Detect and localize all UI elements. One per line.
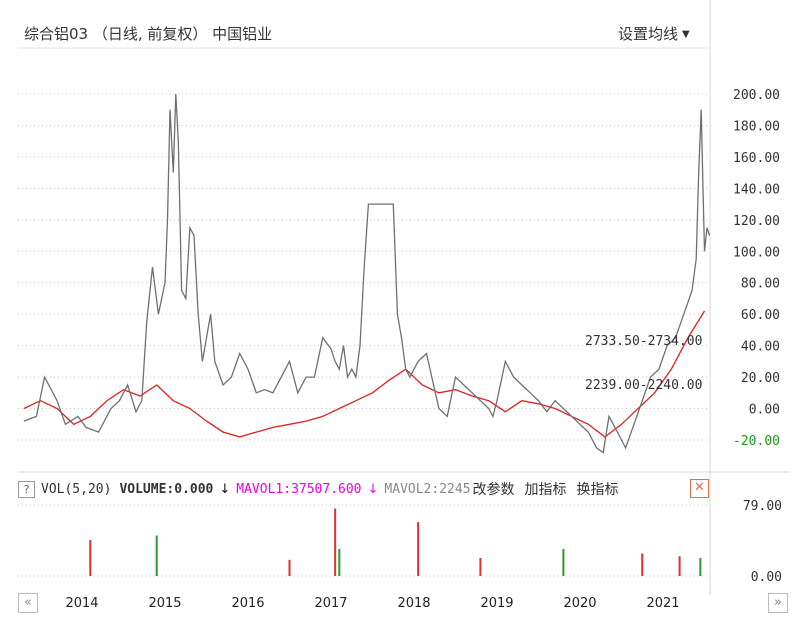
edit-params-button[interactable]: 改参数 xyxy=(472,482,515,498)
y-tick-label: 140.00 xyxy=(733,182,780,197)
y-tick-label: 60.00 xyxy=(741,308,780,323)
y-tick-label: 80.00 xyxy=(741,277,780,292)
mavol1-value: MAVOL1:37507.600 xyxy=(236,481,362,497)
mavol2-value: MAVOL2:2245 xyxy=(384,481,471,497)
x-tick-label: 2017 xyxy=(314,596,347,611)
volume-bar xyxy=(89,540,92,576)
volume-bar xyxy=(155,535,158,576)
arrow-down-icon: ↓ xyxy=(367,481,379,497)
arrow-down-icon: ↓ xyxy=(219,481,231,497)
close-icon[interactable]: ✕ xyxy=(690,479,709,498)
ma-line xyxy=(23,310,706,438)
y-tick-label: 200.00 xyxy=(733,88,780,103)
volume-tick-label: 0.00 xyxy=(751,570,782,585)
ma-setting-button[interactable]: 设置均线 ▼ xyxy=(618,23,690,44)
volume-bars xyxy=(89,508,702,576)
ma-series xyxy=(23,310,706,438)
help-icon[interactable]: ? xyxy=(18,480,35,498)
add-indicator-button[interactable]: 加指标 xyxy=(524,482,567,498)
volume-bar xyxy=(562,549,565,576)
vol-label: VOL(5,20) xyxy=(41,481,112,497)
x-tick-label: 2020 xyxy=(563,596,596,611)
x-tick-label: 2015 xyxy=(148,596,181,611)
y-tick-labels: 200.00 180.00 160.00 140.00 120.00 100.00 80.0… xyxy=(733,88,780,449)
y-tick-label: 120.00 xyxy=(733,214,780,229)
volume-tick-label: 79.00 xyxy=(743,499,782,514)
y-tick-label: 0.00 xyxy=(749,403,780,418)
main-grid xyxy=(18,93,710,441)
y-tick-label: -20.00 xyxy=(733,434,780,449)
volume-bar xyxy=(479,558,482,576)
volume-bar xyxy=(641,553,644,576)
x-tick-label: 2016 xyxy=(231,596,264,611)
switch-indicator-button[interactable]: 换指标 xyxy=(576,482,619,498)
x-tick-label: 2021 xyxy=(646,596,679,611)
annotation-upper: 2733.50-2734.00 xyxy=(585,334,702,349)
volume-bar xyxy=(334,508,337,576)
x-tick-label: 2019 xyxy=(480,596,513,611)
ma-setting-label: 设置均线 xyxy=(618,25,679,43)
annotations: 2733.50-2734.00 2239.00-2240.00 xyxy=(585,334,702,393)
x-tick-labels: 2014 2015 2016 2017 2018 2019 2020 2021 xyxy=(65,596,679,611)
price-series xyxy=(23,93,711,454)
price-line xyxy=(23,93,711,454)
y-tick-label: 160.00 xyxy=(733,151,780,166)
volume-bar xyxy=(678,556,681,576)
y-tick-label: 20.00 xyxy=(741,371,780,386)
x-tick-label: 2018 xyxy=(397,596,430,611)
annotation-lower: 2239.00-2240.00 xyxy=(585,378,702,393)
volume-bar xyxy=(417,522,420,576)
y-tick-label: 100.00 xyxy=(733,245,780,260)
scroll-right-button[interactable]: » xyxy=(768,593,788,613)
volume-bar xyxy=(338,549,341,576)
volume-tick-labels: 79.00 0.00 xyxy=(743,499,782,585)
volume-bar xyxy=(699,558,702,576)
scroll-left-button[interactable]: « xyxy=(18,593,38,613)
chart-title: 综合铝03 （日线, 前复权） 中国铝业 xyxy=(24,25,273,43)
volume-grid xyxy=(18,504,710,577)
x-tick-label: 2014 xyxy=(65,596,98,611)
volume-value: VOLUME:0.000 xyxy=(119,481,214,497)
y-tick-label: 40.00 xyxy=(741,340,780,355)
volume-bar xyxy=(288,559,291,576)
volume-toolbar: ? VOL(5,20) VOLUME:0.000 ↓ MAVOL1:37507.… xyxy=(18,478,619,500)
caret-down-icon: ▼ xyxy=(682,29,690,40)
y-tick-label: 180.00 xyxy=(733,119,780,134)
